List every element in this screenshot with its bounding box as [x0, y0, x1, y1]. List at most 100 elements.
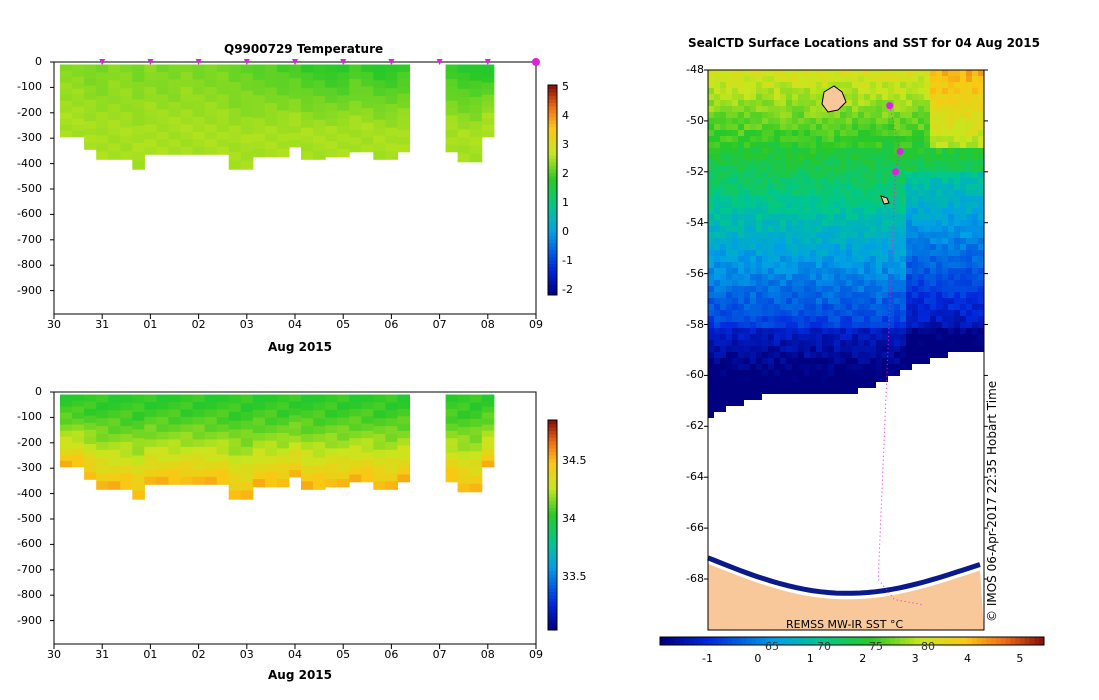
- sst-cell: [906, 250, 912, 256]
- sst-cell: [912, 238, 918, 244]
- sst-cell: [846, 232, 852, 238]
- sst-cell: [810, 160, 816, 166]
- section-cell: [252, 417, 266, 426]
- sst-cell: [966, 268, 972, 274]
- section-cell: [72, 442, 85, 450]
- sst-cell: [714, 310, 720, 316]
- sst-cell: [816, 142, 822, 148]
- sst-cell: [834, 136, 840, 142]
- sal-colorbar-segment: [548, 490, 557, 494]
- sst-cell: [978, 154, 984, 160]
- section-cell: [445, 409, 459, 417]
- sal-colorbar-segment: [548, 434, 557, 438]
- section-cell: [337, 402, 350, 411]
- section-cell: [144, 86, 157, 95]
- sst-cell: [834, 370, 840, 376]
- sst-cell: [714, 346, 720, 352]
- section-cell: [60, 82, 73, 90]
- sst-cell: [774, 232, 780, 238]
- sst-cell: [948, 154, 954, 160]
- sst-cell: [924, 352, 930, 358]
- sst-cell: [924, 346, 930, 352]
- sst-cell: [900, 70, 906, 76]
- x-tick-label: 07: [432, 648, 447, 661]
- sst-cell: [900, 184, 906, 190]
- sst-cell: [930, 232, 936, 238]
- sst-cell: [708, 70, 714, 76]
- sst-cell: [792, 376, 798, 382]
- section-cell: [445, 71, 459, 80]
- sst-colorbar-segment: [736, 637, 743, 645]
- temp-colorbar-segment: [548, 123, 557, 128]
- sal-colorbar-segment: [548, 430, 557, 435]
- section-cell: [397, 64, 410, 73]
- sst-cell: [756, 334, 762, 340]
- sst-cell: [852, 268, 858, 274]
- sst-cell: [858, 370, 864, 376]
- sst-cell: [720, 274, 726, 280]
- sst-cell: [930, 160, 936, 166]
- section-cell: [313, 151, 326, 160]
- sst-cell: [960, 274, 966, 280]
- section-cell: [240, 160, 254, 170]
- section-cell: [180, 94, 194, 103]
- sst-cell: [720, 244, 726, 250]
- sst-cell: [894, 238, 900, 244]
- sst-cell: [834, 118, 840, 124]
- sal-colorbar-segment: [548, 441, 557, 445]
- sst-cell: [780, 358, 786, 364]
- sal-colorbar-segment: [548, 497, 557, 501]
- sst-cell: [918, 106, 924, 112]
- sst-cell: [924, 94, 930, 100]
- section-cell: [397, 445, 410, 454]
- section-cell: [373, 104, 386, 113]
- sst-cell: [948, 286, 954, 292]
- sst-cell: [804, 376, 810, 382]
- y-tick-label: -100: [17, 410, 42, 424]
- sst-cell: [966, 142, 972, 148]
- sst-cell: [798, 154, 804, 160]
- sst-cell: [870, 82, 876, 88]
- sst-cell: [714, 334, 720, 340]
- sst-cell: [882, 250, 888, 256]
- x-tick-label: 03: [239, 648, 254, 661]
- sst-cell: [942, 136, 948, 142]
- sal-colorbar-segment: [548, 444, 557, 449]
- sst-cell: [804, 274, 810, 280]
- section-cell: [252, 440, 266, 449]
- sst-cell: [912, 100, 918, 106]
- sst-cell: [966, 280, 972, 286]
- sst-cell: [936, 220, 942, 226]
- sst-cell: [948, 178, 954, 184]
- section-cell: [192, 139, 206, 148]
- sst-cell: [732, 136, 738, 142]
- sst-colorbar-segment: [856, 637, 863, 645]
- sst-cell: [822, 292, 828, 298]
- sst-cell: [912, 316, 918, 322]
- sst-cell: [978, 184, 984, 190]
- section-cell: [120, 64, 133, 73]
- temp-colorbar-segment: [548, 95, 557, 100]
- sst-cell: [948, 184, 954, 190]
- sst-cell: [840, 112, 846, 118]
- sst-cell: [714, 352, 720, 358]
- sst-cell: [924, 100, 930, 106]
- section-cell: [216, 431, 230, 440]
- section-cell: [276, 141, 290, 150]
- sst-cell: [918, 220, 924, 226]
- sst-cell: [870, 370, 876, 376]
- sst-cell: [852, 340, 858, 346]
- sst-cell: [972, 166, 978, 172]
- sst-cell: [780, 340, 786, 346]
- sst-cell: [798, 100, 804, 106]
- sst-cell: [948, 142, 954, 148]
- sst-cell: [930, 268, 936, 274]
- sst-cell: [756, 310, 762, 316]
- sst-cell: [780, 82, 786, 88]
- sst-cell: [846, 184, 852, 190]
- section-cell: [156, 446, 169, 455]
- sst-cell: [756, 88, 762, 94]
- section-cell: [276, 64, 290, 73]
- y-tick-label: -100: [17, 80, 42, 94]
- sst-cell: [972, 124, 978, 130]
